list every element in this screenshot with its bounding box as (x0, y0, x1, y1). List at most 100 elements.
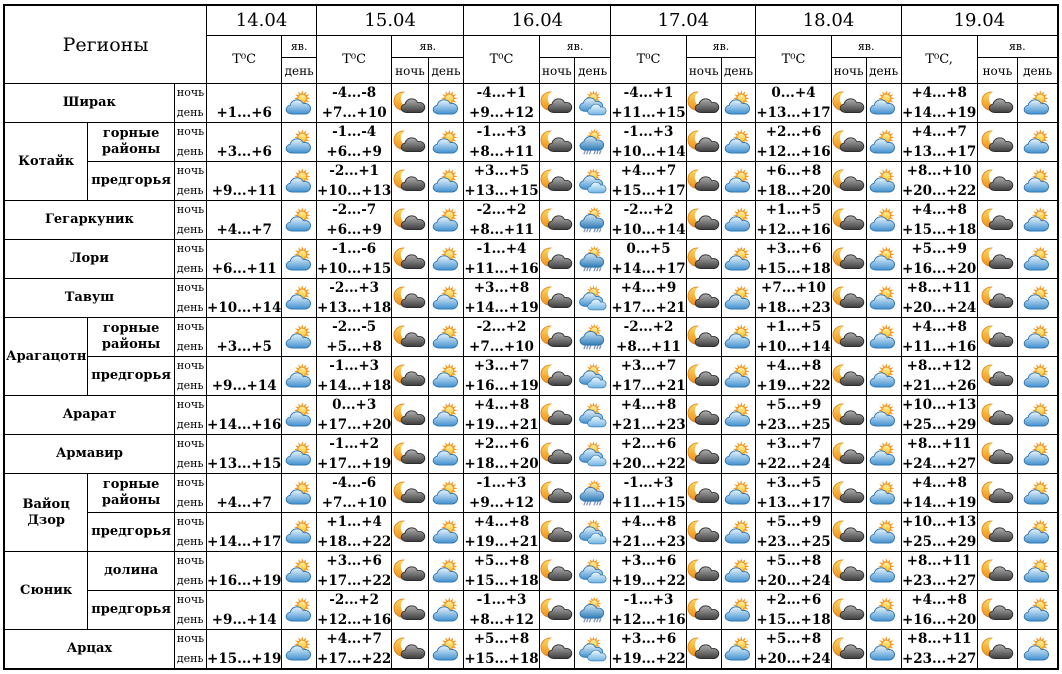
day-icon-cell (1017, 356, 1059, 396)
temp-cell: +4...+8 +19...+22 (755, 356, 832, 396)
night-icon-cell (538, 551, 576, 591)
sun-cloud-icon (1023, 519, 1050, 544)
day-temp: +17...+20 (317, 417, 392, 433)
day-temp: +17...+22 (317, 651, 392, 667)
day-icon-cell (573, 122, 612, 162)
subregion-cell: предгорья (87, 161, 175, 201)
day-temp: +16...+19 (464, 378, 539, 394)
night-temp: +7...+10 (761, 280, 826, 296)
night-icon-cell (685, 356, 722, 396)
moon-cloud-icon (687, 207, 720, 230)
day-icon-cell (1017, 161, 1059, 201)
moon-cloud-icon (832, 402, 865, 425)
sun-rain-icon (579, 323, 605, 350)
region-cell: Арагацотн (3, 317, 89, 396)
day-temp: +20...+22 (611, 456, 686, 472)
table-row: Лори ночь день +6...+11 -1...-6 +10...+15 -1..… (3, 239, 1059, 279)
moon-cloud-icon (981, 636, 1014, 659)
night-day-labels: ночь день (173, 239, 208, 279)
day-label: день (176, 301, 204, 314)
sun-cloud-icon (1023, 558, 1050, 583)
night-icon-cell (538, 395, 576, 435)
temp-cell: -4...-8 +7...+10 (316, 83, 393, 123)
temp-cell: +4...+7 (206, 473, 283, 513)
day-temp: +9...+14 (211, 378, 277, 394)
sun-2clouds-icon (579, 168, 607, 194)
day-icon-cell (427, 200, 465, 240)
sun-rain-icon (579, 206, 605, 233)
sun-cloud-icon (724, 363, 750, 388)
night-temp: +2...+6 (620, 436, 677, 452)
temp-cell: +3...+7 +16...+19 (463, 356, 540, 396)
night-temp: +5...+8 (473, 631, 530, 647)
moon-cloud-icon (832, 90, 865, 113)
night-temp: -2...+2 (329, 592, 380, 608)
day-temp: +17...+21 (611, 300, 686, 316)
sun-2clouds-icon (579, 402, 607, 428)
day-label: день (176, 262, 204, 275)
night-label: ночь (176, 593, 205, 606)
day-temp: +21...+23 (611, 417, 686, 433)
day-temp: +23...+27 (901, 651, 977, 667)
moon-cloud-icon (981, 363, 1014, 386)
night-icon-cell (685, 395, 722, 435)
day-temp: +13...+18 (317, 300, 392, 316)
day-icon-cell (720, 200, 757, 240)
day-label: день (176, 145, 204, 158)
night-icon-cell (538, 590, 576, 630)
day-temp: +14...+19 (901, 105, 977, 121)
region-cell: Гегаркуник (3, 200, 175, 240)
temp-cell: -1...+3 +9...+12 (463, 473, 540, 513)
temp-cell: +13...+15 (206, 434, 283, 474)
day-temp: +15...+18 (756, 612, 831, 628)
day-icon-cell (720, 629, 757, 670)
sun-cloud-icon (1023, 129, 1050, 154)
night-day-labels: ночь день (173, 512, 208, 552)
day-header: день (1017, 57, 1059, 84)
day-icon-cell (865, 629, 902, 670)
sun-cloud-icon (724, 207, 750, 232)
temp-cell: +8...+11 +24...+27 (900, 434, 978, 474)
day-icon-cell (720, 395, 757, 435)
day-temp: +11...+15 (611, 105, 686, 121)
night-day-labels: ночь день (173, 473, 208, 513)
temp-cell: +16...+19 (206, 551, 283, 591)
moon-cloud-icon (540, 324, 573, 347)
temp-cell: +3...+7 +17...+21 (610, 356, 687, 396)
temp-cell: -2...+2 +10...+14 (610, 200, 687, 240)
sun-2clouds-icon (579, 441, 607, 467)
day-icon-cell (1017, 395, 1059, 435)
night-temp: +3...+7 (765, 436, 822, 452)
day-icon-cell (573, 395, 612, 435)
day-temp: +5...+8 (326, 339, 382, 355)
moon-cloud-icon (981, 558, 1014, 581)
night-icon-cell (976, 629, 1019, 670)
temp-cell: +3...+8 +14...+19 (463, 278, 540, 318)
night-temp: +10...+13 (901, 397, 977, 413)
night-day-labels: ночь день (173, 551, 208, 591)
day-icon-cell (720, 161, 757, 201)
sun-cloud-icon (1023, 246, 1050, 271)
sun-cloud-icon (432, 168, 458, 193)
day-icon-cell (573, 278, 612, 318)
moon-cloud-icon (687, 558, 720, 581)
table-row: Сюник долина ночь день +16...+19 +3...+6 +17..… (3, 551, 1059, 630)
night-temp: 0...+4 (771, 85, 816, 101)
day-icon-cell (573, 512, 612, 552)
sun-cloud-icon (432, 363, 458, 388)
day-temp: +14...+16 (207, 417, 282, 433)
day-icon-cell (865, 161, 902, 201)
temp-cell: +4...+8 +21...+23 (610, 395, 687, 435)
day-icon-cell (281, 278, 318, 318)
moon-cloud-icon (687, 246, 720, 269)
phenomenon-header: яв. (976, 35, 1059, 58)
night-icon-cell (830, 317, 867, 357)
sun-cloud-icon (285, 246, 311, 271)
day-icon-cell (427, 434, 465, 474)
day-icon-cell (573, 356, 612, 396)
night-temp: -1...-4 (332, 124, 377, 140)
temp-cell: +8...+11 +20...+24 (900, 278, 978, 318)
sun-cloud-icon (869, 558, 896, 583)
night-icon-cell (976, 512, 1019, 552)
night-temp: -2...+2 (623, 202, 674, 218)
